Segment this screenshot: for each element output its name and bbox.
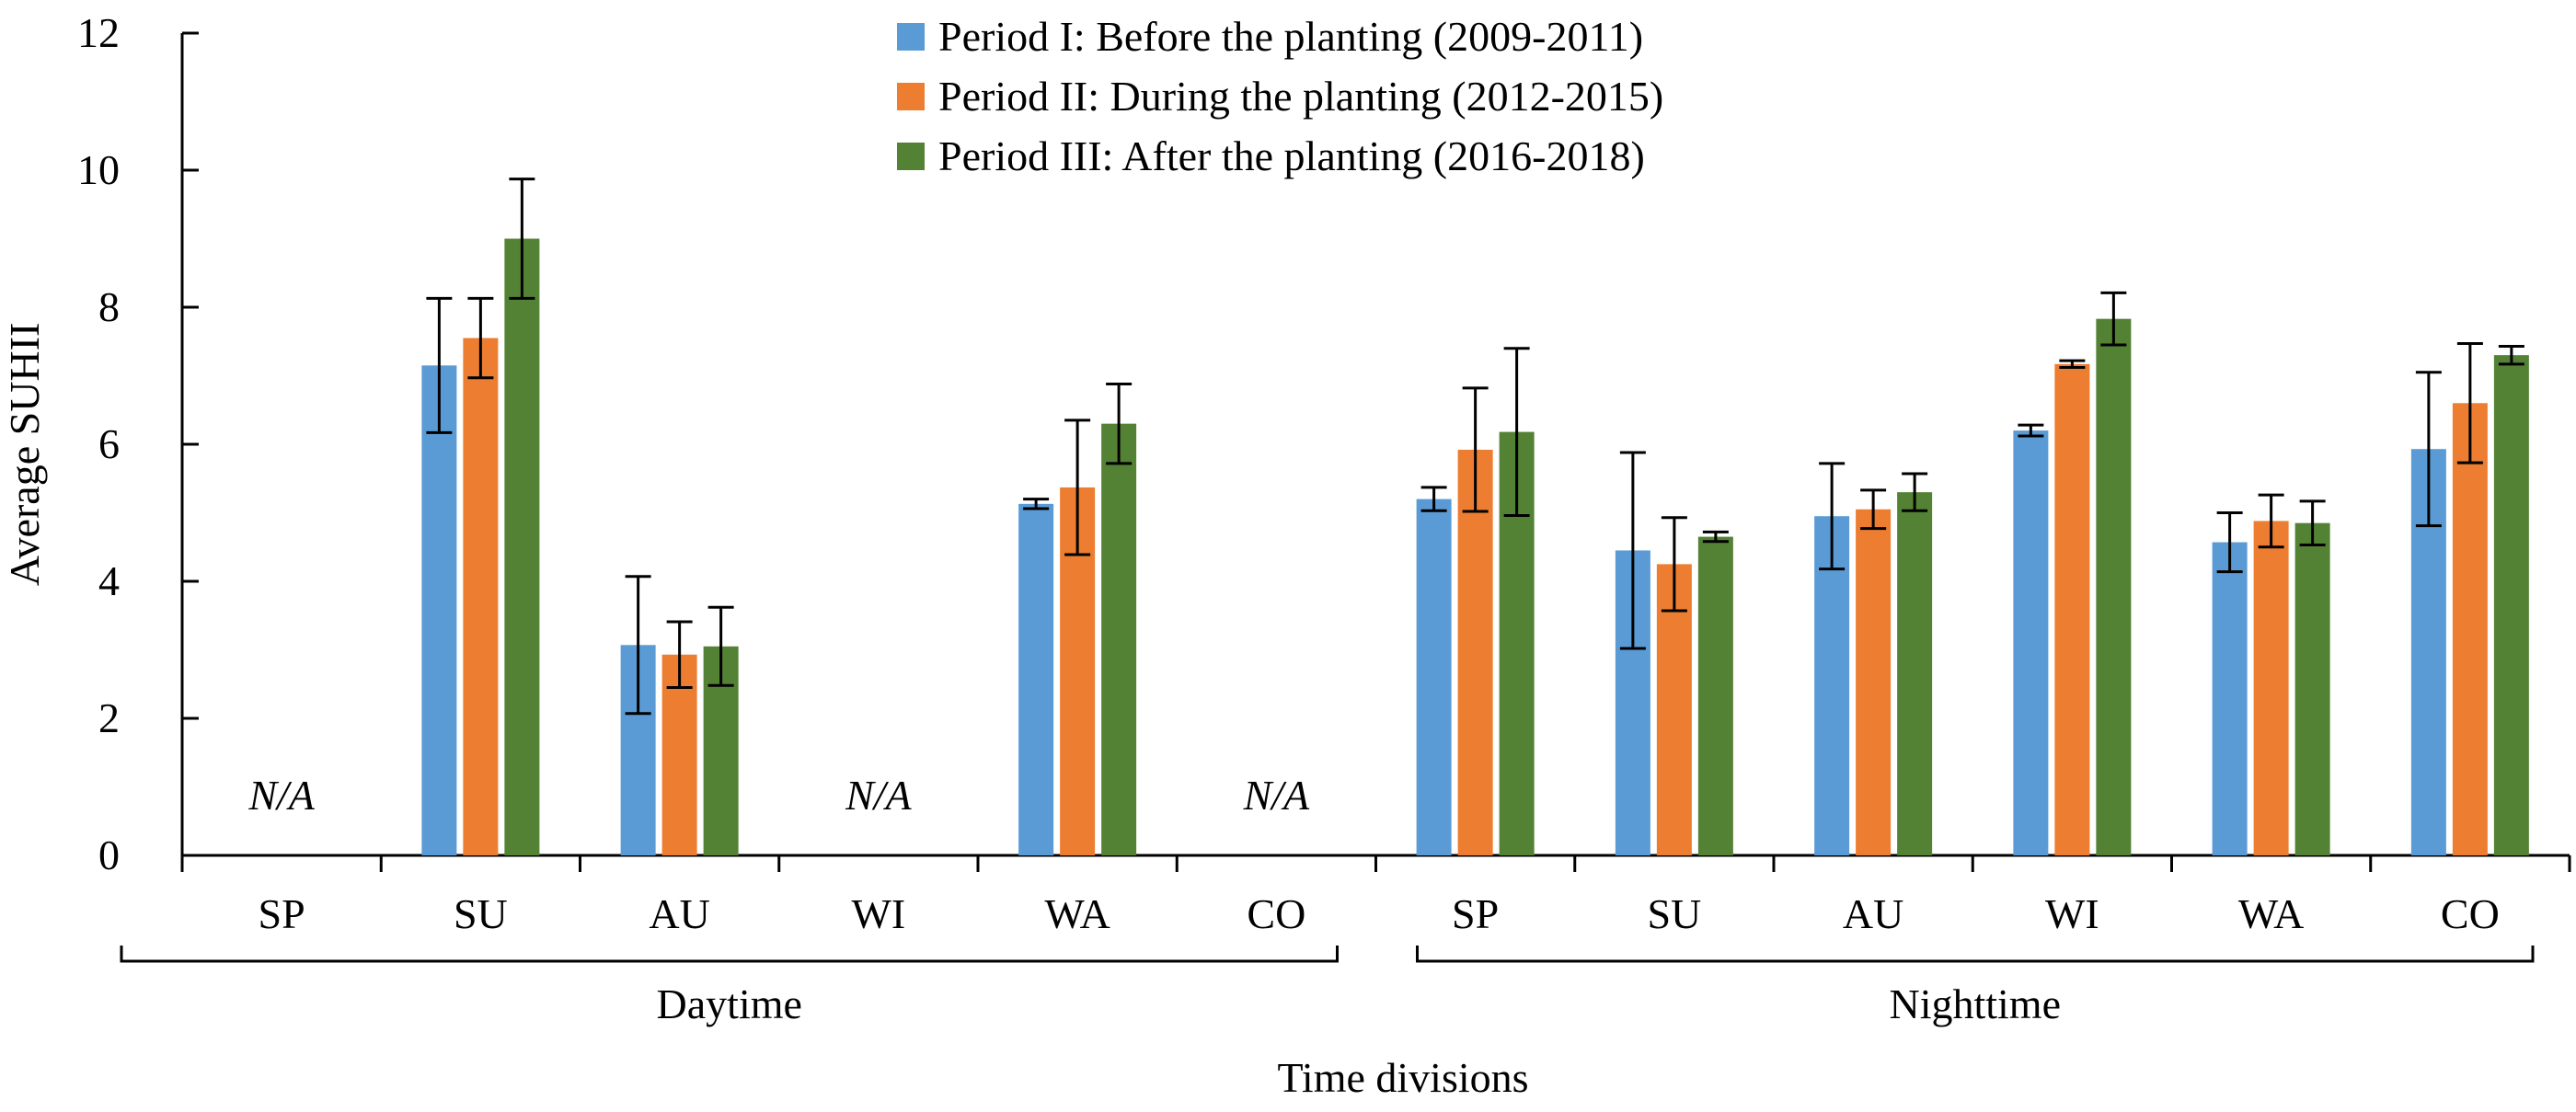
x-tick-label: SU: [454, 890, 508, 937]
bar: [1416, 499, 1452, 855]
legend-swatch: [897, 83, 925, 110]
bar: [2253, 521, 2289, 855]
x-tick-label: AU: [1843, 890, 1903, 937]
error-bars: [426, 178, 2524, 716]
bar: [1101, 423, 1137, 855]
y-tick-label: 10: [77, 146, 120, 193]
legend-label: Period I: Before the planting (2009-2011…: [938, 13, 1643, 60]
group-bracket: [120, 946, 1339, 963]
category-labels: SP SU AU WI WA CO SP SU AU WI WA CO: [259, 890, 2500, 937]
bar: [2493, 355, 2529, 855]
legend-swatch: [897, 23, 925, 51]
group-bracket: [1416, 946, 2535, 963]
x-tick-label: AU: [649, 890, 709, 937]
x-tick-label: WI: [2045, 890, 2099, 937]
group-brackets: Daytime Nighttime: [120, 946, 2535, 1027]
bar: [421, 365, 457, 855]
legend-label: Period III: After the planting (2016-201…: [938, 132, 1645, 179]
x-tick-label: CO: [2441, 890, 2500, 937]
bar: [1697, 536, 1733, 855]
group-label: Daytime: [657, 980, 802, 1027]
y-tick-label: 2: [98, 694, 120, 741]
bars: [421, 238, 2529, 856]
x-tick-label: SU: [1647, 890, 1701, 937]
bar: [504, 238, 540, 855]
bar: [1897, 492, 1933, 855]
na-label: N/A: [247, 772, 315, 819]
na-label: N/A: [1243, 772, 1310, 819]
x-tick-label: CO: [1247, 890, 1305, 937]
y-tick-label: 8: [98, 283, 120, 330]
x-tick-label: WI: [852, 890, 906, 937]
x-axis-title: Time divisions: [1277, 1054, 1528, 1101]
bar: [2294, 522, 2330, 855]
bar: [2013, 430, 2049, 855]
x-tick-label: WA: [2238, 890, 2305, 937]
na-labels: N/A N/A N/A: [247, 772, 1310, 819]
x-tick-label: SP: [259, 890, 305, 937]
bar: [2054, 363, 2090, 856]
bar: [1856, 509, 1892, 855]
y-tick-label: 6: [98, 420, 120, 467]
y-axis-title: Average SUHII: [1, 323, 48, 587]
legend: Period I: Before the planting (2009-2011…: [897, 13, 1663, 179]
y-tick-label: 12: [77, 9, 120, 56]
x-tick-label: SP: [1452, 890, 1499, 937]
legend-swatch: [897, 143, 925, 170]
group-label: Nighttime: [1889, 980, 2061, 1027]
y-tick-label: 4: [98, 557, 120, 604]
x-axis: [180, 854, 2571, 872]
bar: [1018, 503, 1054, 855]
bar: [463, 338, 499, 855]
legend-label: Period II: During the planting (2012-201…: [938, 73, 1663, 120]
y-axis: 0 2 4 6 8 10 12: [77, 9, 199, 878]
bar: [2212, 542, 2248, 855]
bar: [1814, 516, 1850, 855]
y-tick-label: 0: [98, 831, 120, 878]
bar: [1457, 449, 1493, 855]
x-tick-label: WA: [1044, 890, 1110, 937]
bar: [2452, 403, 2488, 855]
bar: [2096, 318, 2132, 855]
bar: [1656, 564, 1692, 855]
na-label: N/A: [845, 772, 912, 819]
